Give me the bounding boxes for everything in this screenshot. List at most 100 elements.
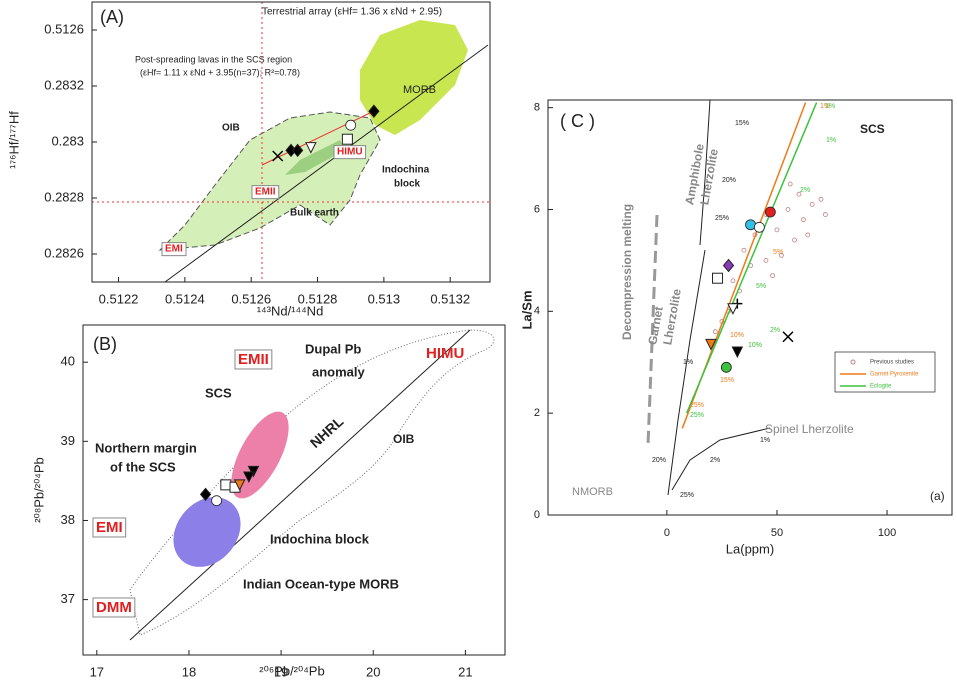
annotation: of the SCS	[110, 459, 176, 474]
y-tick-label: 39	[61, 433, 75, 448]
point	[818, 196, 824, 202]
annotation: 10%	[730, 332, 744, 339]
x-tick-label: 50	[771, 527, 783, 539]
point	[731, 346, 744, 359]
annotation: SCS	[860, 122, 885, 136]
point	[712, 272, 724, 284]
annotation: 1%	[825, 103, 835, 110]
point	[712, 329, 718, 335]
point	[809, 201, 815, 207]
decompression-arrow	[646, 214, 659, 446]
garnet-curve	[667, 249, 706, 496]
point	[368, 104, 380, 118]
y-tick-label: 0.283	[51, 133, 84, 148]
x-tick-label: 0.513	[368, 291, 401, 306]
x-tick-label: 17	[90, 664, 104, 679]
annotation: 10%	[748, 342, 762, 349]
annotation: 25%	[680, 492, 694, 499]
y-tick-label: 0.2826	[44, 245, 84, 260]
point	[727, 303, 739, 315]
point	[243, 471, 255, 484]
annotation: Spinel Lherzolite	[765, 422, 854, 436]
x-tick-label: 19	[274, 664, 288, 679]
x-tick-label: 18	[182, 664, 196, 679]
annotation: 20%	[722, 177, 736, 184]
point	[272, 150, 284, 162]
label-box	[234, 349, 273, 370]
x-tick-label: 21	[458, 664, 472, 679]
panel: ( C ) La(ppm) La/Sm 0 50 100 0 2 4 6 8 Previous stu…	[519, 99, 953, 556]
panel: (B) ²⁰⁶Pb/²⁰⁴Pb ²⁰⁸Pb/²⁰⁴Pb 17 18 19 20 21 37 38 3…	[31, 324, 506, 679]
legend-label: Previous studies	[870, 360, 914, 366]
point	[720, 361, 732, 373]
annotation: 5%	[773, 249, 783, 256]
point	[753, 221, 765, 233]
point	[770, 273, 775, 279]
annotation: EMII	[255, 187, 276, 198]
y-tick-label: 8	[534, 102, 540, 114]
plot-frame	[82, 324, 506, 656]
annotation: NHRL	[307, 413, 347, 451]
annotation: 5%	[756, 283, 766, 290]
point	[345, 119, 357, 131]
annotation: Indian Ocean-type MORB	[243, 576, 399, 591]
point	[782, 331, 794, 343]
point	[705, 338, 717, 351]
x-axis-label: ¹⁴³Nd/¹⁴⁴Nd	[257, 303, 324, 318]
annotation: 15%	[735, 120, 749, 127]
annotation: HIMU	[337, 147, 363, 158]
annotation: Indochina block	[270, 531, 370, 546]
x-tick-label: 0	[664, 527, 670, 539]
annotation: Northern margin	[95, 440, 197, 455]
oib-field	[158, 111, 381, 251]
annotation: Decompression melting	[620, 204, 634, 340]
point	[778, 252, 784, 258]
x-tick-label: 0.5122	[99, 291, 139, 306]
annotation: Garnet	[645, 306, 666, 347]
annotation: EMII	[238, 351, 269, 368]
point	[823, 212, 828, 217]
point	[199, 487, 212, 502]
annotation: Terrestrial array (εHf= 1.36 x εNd + 2.9…	[262, 7, 442, 18]
x-tick-label: 20	[366, 664, 380, 679]
point	[774, 227, 780, 233]
annotation: MORB	[403, 84, 436, 96]
point	[722, 258, 735, 273]
terrestrial-array	[164, 44, 489, 283]
y-tick-label: 0.2832	[44, 77, 84, 92]
annotation: 1%	[826, 137, 836, 144]
amphibole-curve	[699, 99, 711, 246]
annotation: Post-spreading lavas in the SCS region	[135, 54, 292, 64]
y-tick-label: 38	[61, 512, 75, 527]
annotation: EMI	[96, 519, 123, 536]
annotation: 1%	[760, 437, 770, 444]
annotation: SCS	[205, 385, 232, 400]
label-box	[333, 145, 367, 160]
annotation: anomaly	[312, 364, 366, 379]
point	[787, 181, 793, 187]
annotation: HIMU	[426, 345, 464, 362]
annotation: OIB	[222, 123, 240, 134]
point	[792, 237, 797, 243]
point	[763, 257, 769, 263]
point	[247, 465, 260, 478]
annotation: block	[394, 179, 421, 190]
annotation: 2%	[710, 457, 720, 464]
annotation: 1%	[820, 103, 830, 110]
y-tick-label: 0.2828	[44, 189, 84, 204]
morb-field	[360, 20, 468, 135]
annotation: 15%	[720, 377, 734, 384]
legend-label: Eclogite	[870, 384, 892, 390]
label-box	[251, 185, 280, 200]
annotation: 20%	[652, 457, 666, 464]
point	[785, 207, 791, 212]
x-tick-label: 0.5126	[231, 291, 271, 306]
x-tick-label: 0.5124	[165, 291, 205, 306]
y-tick-label: 2	[534, 407, 540, 419]
panel-title: (B)	[93, 334, 117, 354]
point	[341, 133, 353, 145]
point	[291, 143, 304, 158]
annotation: DMM	[96, 599, 132, 616]
y-tick-label: 4	[534, 305, 540, 317]
